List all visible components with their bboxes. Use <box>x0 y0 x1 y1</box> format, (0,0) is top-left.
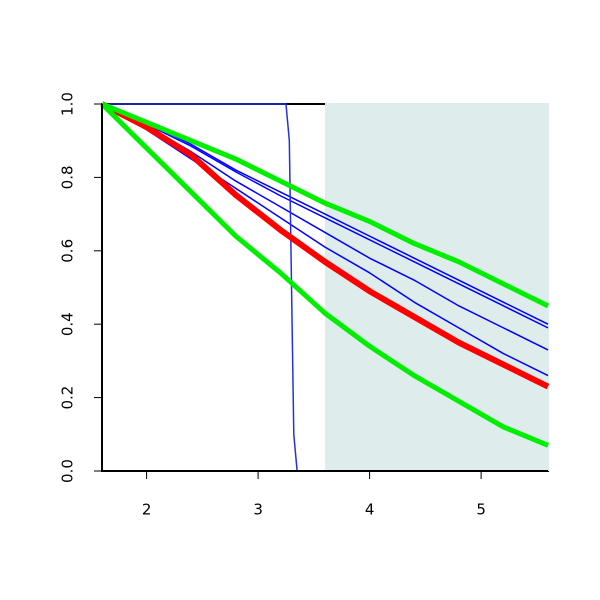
x-tick-label: 5 <box>476 501 486 519</box>
x-tick-label: 2 <box>142 501 152 519</box>
y-tick-label: 0.0 <box>59 459 77 483</box>
y-tick-label: 0.4 <box>59 312 77 336</box>
y-tick-label: 1.0 <box>59 92 77 116</box>
series-line <box>100 101 550 390</box>
x-tick-label: 3 <box>253 501 263 519</box>
y-tick-label: 0.6 <box>59 239 77 263</box>
x-tick-label: 4 <box>365 501 375 519</box>
y-tick-label: 0.2 <box>59 386 77 410</box>
series-line <box>100 102 549 448</box>
series-line <box>101 101 550 309</box>
series-line <box>101 103 549 377</box>
y-tick-label: 0.8 <box>59 165 77 189</box>
series-line <box>101 103 549 329</box>
